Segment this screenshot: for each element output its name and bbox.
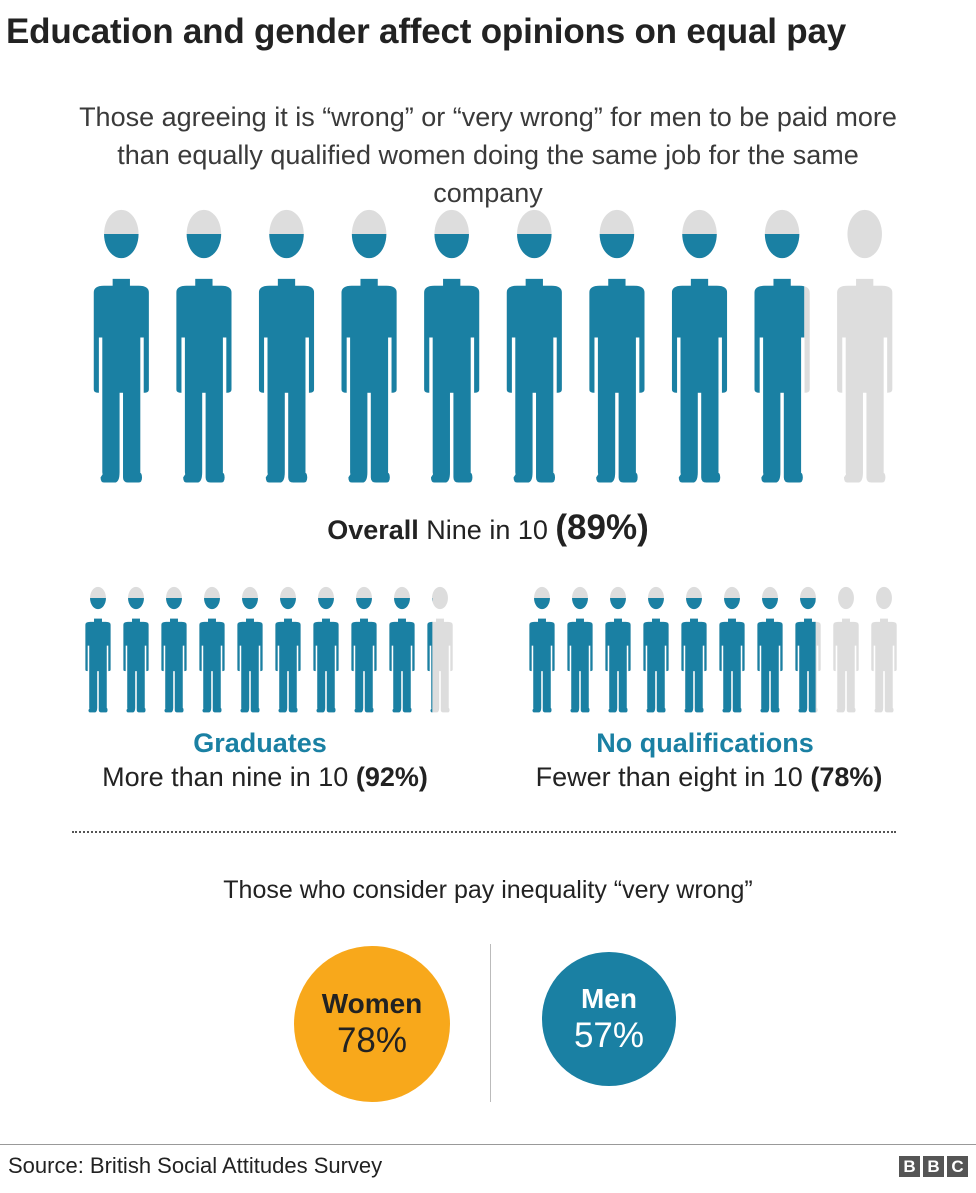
very-wrong-heading: Those who consider pay inequality “very …: [223, 876, 753, 904]
pictogram-overall: [93, 209, 893, 483]
person-icon: [833, 586, 859, 713]
overall-value: (89%): [555, 508, 649, 547]
person-icon: [757, 586, 783, 713]
person-icon: [237, 586, 263, 713]
person-icon: [258, 209, 315, 483]
person-icon: [671, 209, 728, 483]
person-icon: [589, 209, 645, 483]
men-label: Men: [580, 982, 637, 1014]
person-icon: [93, 209, 149, 483]
person-icon: [681, 586, 707, 713]
person-icon: [567, 586, 593, 713]
women-label: Women: [321, 988, 423, 1019]
bbc-logo: B B C: [899, 1156, 968, 1177]
source-note: Source: British Social Attitudes Survey: [8, 1153, 383, 1178]
graduates-text: More than nine in 10: [102, 762, 349, 792]
women-circle: Women 78%: [294, 946, 450, 1102]
graduates-caption: More than nine in 10 (92%): [45, 762, 485, 793]
men-value: 57%: [573, 1015, 645, 1055]
chart-title: Education and gender affect opinions on …: [6, 12, 847, 51]
footer-rule: [0, 1144, 976, 1145]
person-icon: [161, 586, 187, 713]
person-icon: [85, 586, 111, 713]
person-icon: [506, 209, 562, 483]
person-icon: [351, 586, 377, 713]
person-icon: [605, 586, 631, 713]
bbc-logo-letter: C: [947, 1156, 968, 1177]
person-icon: [389, 586, 415, 713]
person-icon: [643, 586, 669, 713]
no-qualifications-caption: Fewer than eight in 10 (78%): [489, 762, 929, 793]
person-icon: [795, 586, 821, 713]
graduates-value: (92%): [355, 762, 428, 792]
chart-subtitle: Those agreeing it is “wrong” or “very wr…: [79, 102, 897, 208]
no-qualifications-title: No qualifications: [596, 728, 814, 758]
person-icon: [754, 209, 810, 483]
overall-label: Overall: [327, 515, 419, 545]
circle-divider: [490, 944, 491, 1102]
bbc-logo-letter: B: [899, 1156, 920, 1177]
person-icon: [529, 586, 555, 713]
person-icon: [176, 209, 232, 483]
person-icon: [871, 586, 897, 713]
person-icon: [341, 209, 397, 483]
section-divider: [72, 831, 896, 833]
person-icon: [424, 209, 480, 483]
bbc-logo-letter: B: [923, 1156, 944, 1177]
person-icon: [837, 209, 893, 483]
person-icon: [199, 586, 225, 713]
person-icon: [313, 586, 339, 713]
overall-text: Nine in 10: [426, 515, 548, 545]
person-icon: [719, 586, 745, 713]
person-icon: [123, 586, 149, 713]
pictogram-no-qualifications: [529, 586, 897, 713]
men-circle: Men 57%: [542, 952, 676, 1086]
pictogram-graduates: [85, 586, 453, 713]
person-icon: [275, 586, 301, 713]
graduates-title: Graduates: [193, 728, 327, 758]
overall-caption: Overall Nine in 10 (89%): [0, 508, 976, 548]
no-qualifications-text: Fewer than eight in 10: [535, 762, 803, 792]
no-qualifications-value: (78%): [810, 762, 883, 792]
women-value: 78%: [336, 1021, 408, 1060]
person-icon: [427, 586, 453, 713]
